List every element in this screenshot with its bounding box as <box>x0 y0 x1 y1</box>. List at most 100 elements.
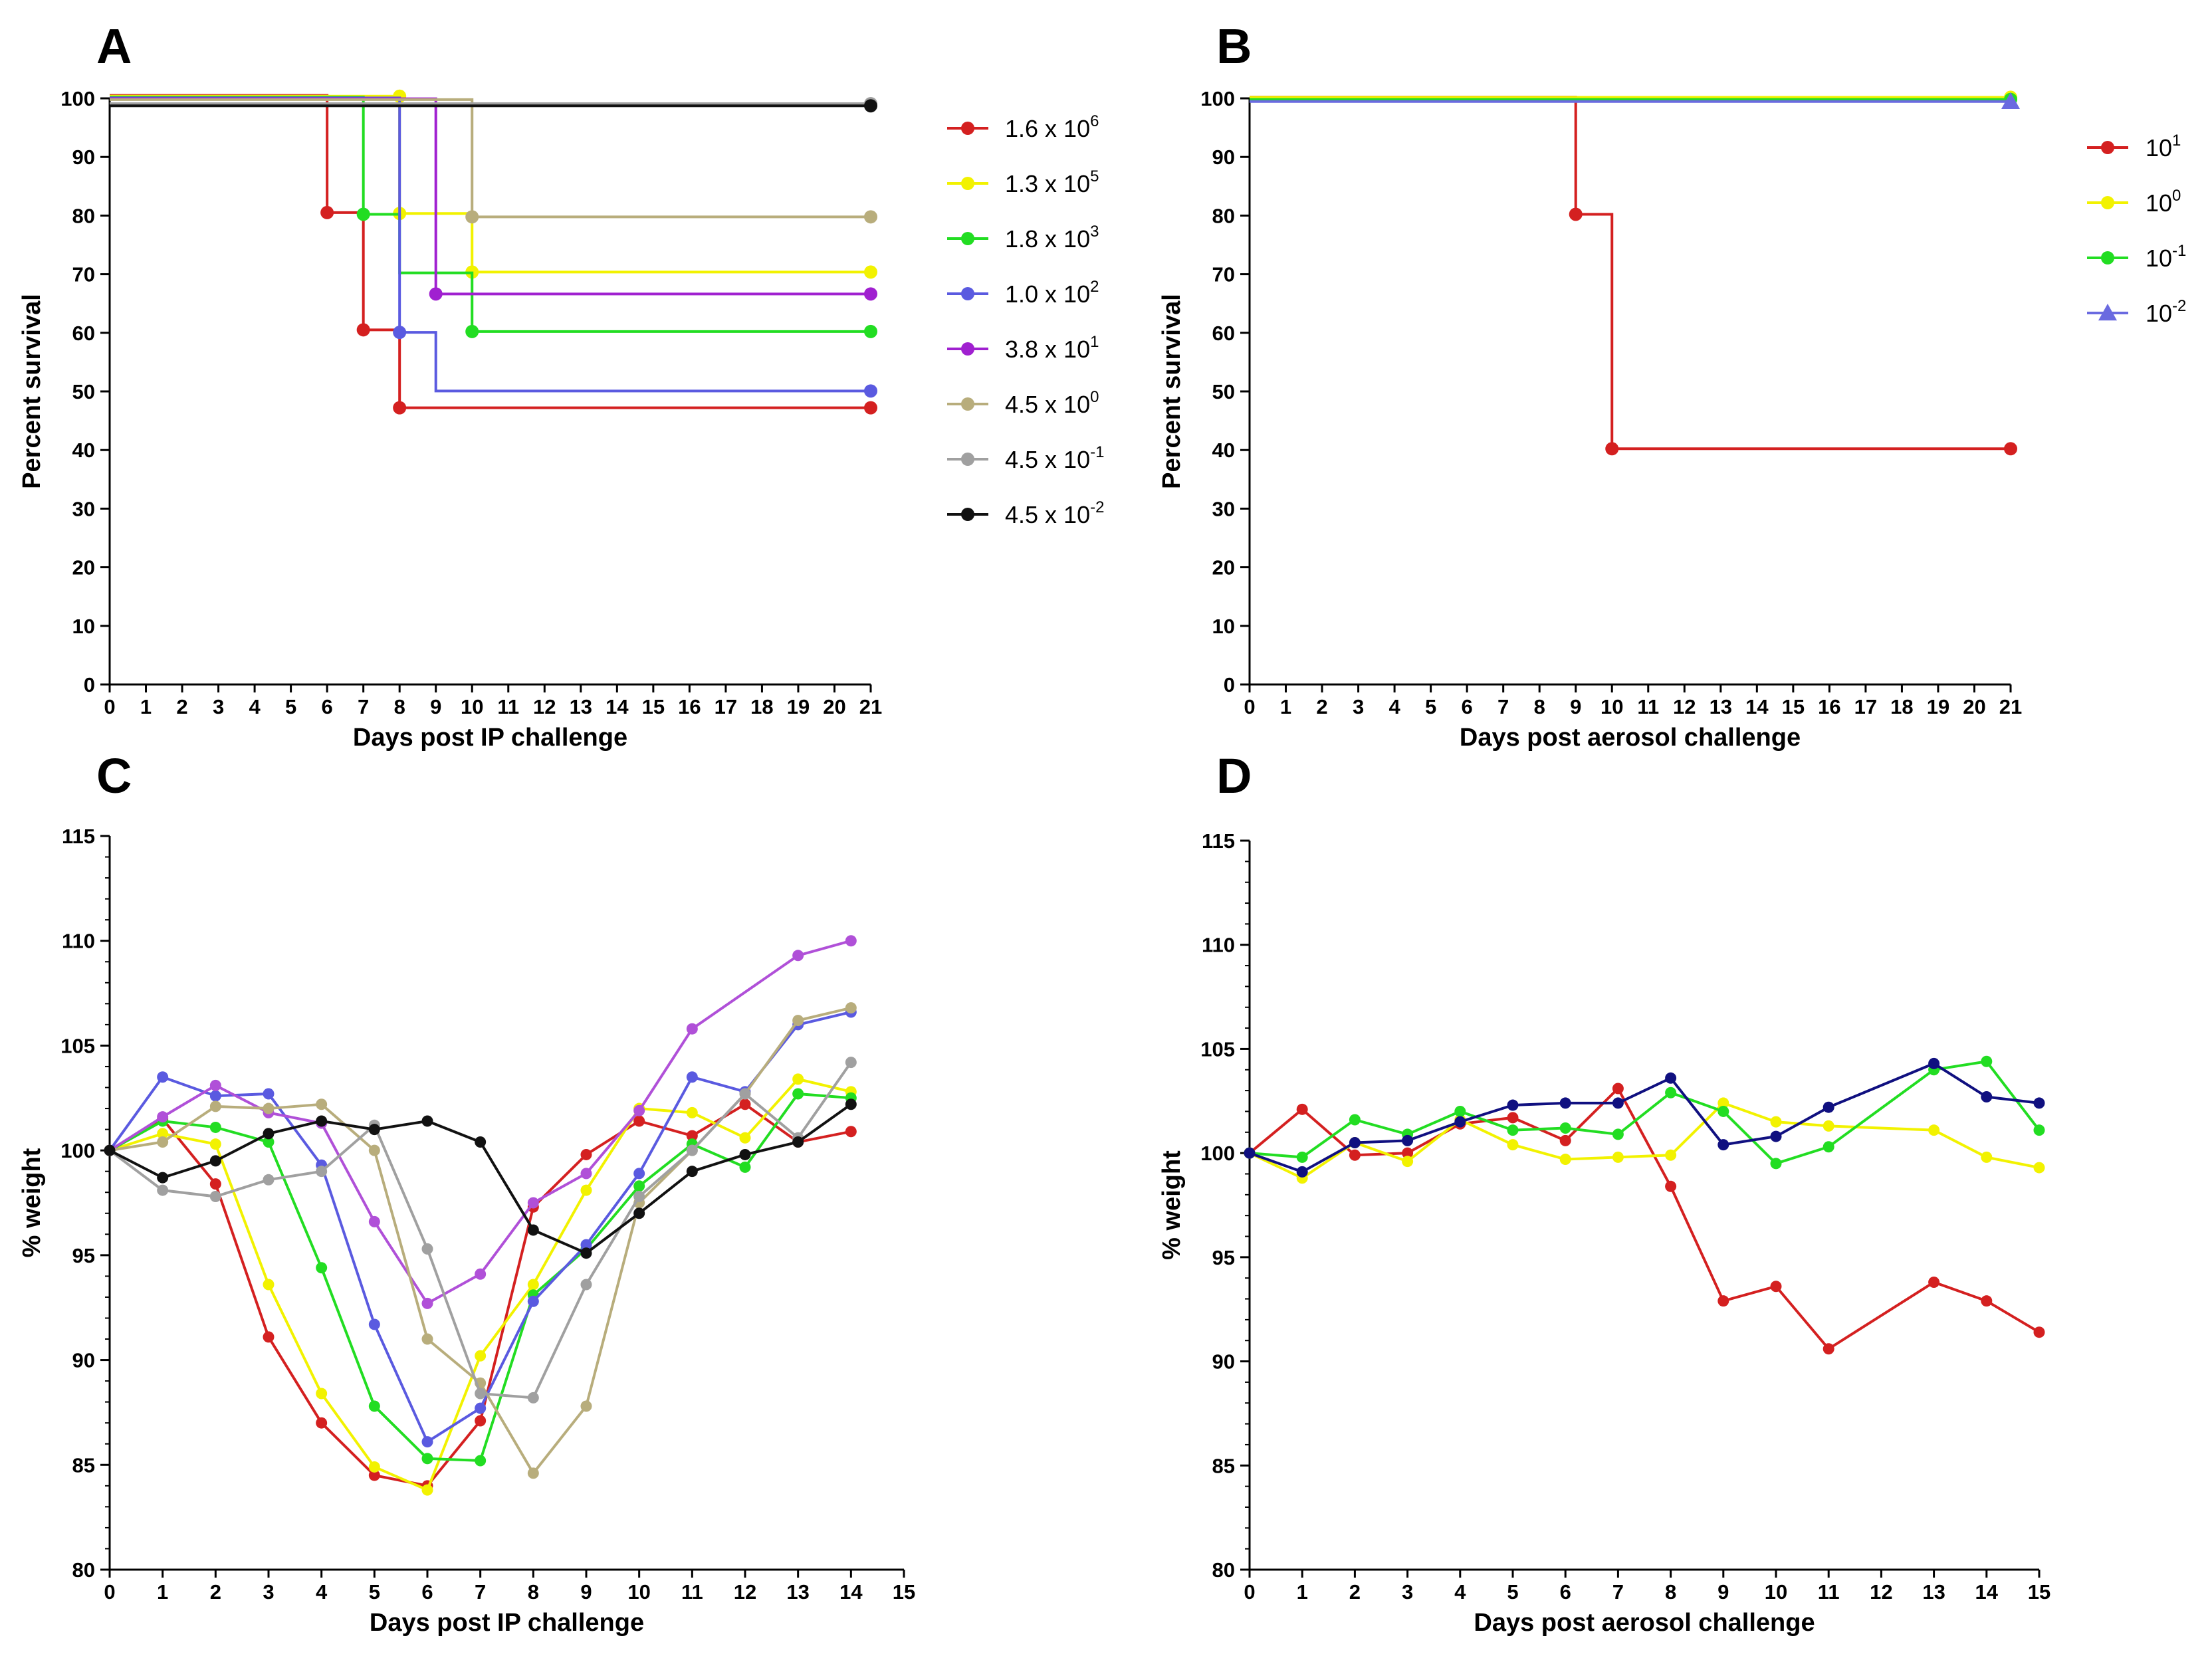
panel-b-legend-swatch-marker <box>2098 304 2117 321</box>
panel-d-y-tick-label: 85 <box>1212 1454 1235 1477</box>
panel-b-legend-label: 10-1 <box>2146 242 2186 272</box>
panel-a-data-point <box>465 324 479 338</box>
panel-a-data-point <box>864 210 877 224</box>
panel-b-chart: 0 1 2 3 4 5 6 7 8 9 10 11 12 13 14 15 16 17 18 19 20 21010203… <box>1158 87 2022 752</box>
panel-c-data-point <box>157 1172 169 1184</box>
panel-a-data-point <box>864 324 877 338</box>
panel-b-legend-label: 101 <box>2146 132 2181 161</box>
panel-b-y-axis-title: Percent survival <box>1158 294 1186 489</box>
panel-a-legend-exponent: 2 <box>1090 278 1099 296</box>
panel-c-data-point <box>209 1178 221 1190</box>
panel-d-series-3 <box>1244 1057 2045 1178</box>
panel-d-data-point <box>1665 1087 1677 1098</box>
panel-d-y-tick-label: 115 <box>1202 829 1235 853</box>
panel-a-legend-base: 1.8 x 10 <box>1005 225 1090 253</box>
panel-a-legend: 1.6 x 106 1.3 x 105 1.8 x 103 1.0 x 102 3.8 … <box>947 112 1104 528</box>
panel-c-y-axis-title: % weight <box>18 1148 46 1257</box>
panel-c-data-point <box>686 1144 698 1156</box>
panel-a-x-tick-label: 11 <box>497 695 519 718</box>
panel-c-data-point <box>580 1184 592 1196</box>
panel-a-data-point <box>864 384 877 398</box>
panel-a-x-tick-label: 14 <box>606 695 629 718</box>
panel-c-data-point <box>157 1128 169 1140</box>
panel-c-data-point <box>792 1136 804 1148</box>
panel-c-x-tick-label: 12 <box>734 1580 756 1604</box>
panel-b-legend-swatch-marker <box>2101 251 2114 264</box>
panel-a-y-tick-label: 50 <box>72 380 95 403</box>
panel-d-data-point <box>1717 1139 1729 1151</box>
panel-a-axes: 0 1 2 3 4 5 6 7 8 9 10 11 12 13 14 15 16 17 18 19 20 21010203… <box>18 87 882 752</box>
panel-a-legend-base: 4.5 x 10 <box>1005 446 1090 473</box>
panel-c-data-point <box>475 1455 487 1467</box>
panel-c-data-point <box>421 1297 433 1309</box>
panel-b-legend-swatch-marker <box>2101 196 2114 209</box>
panel-d-x-tick-label: 1 <box>1297 1580 1308 1604</box>
panel-c-data-point <box>580 1279 592 1291</box>
panel-a-x-tick-label: 0 <box>104 695 115 718</box>
panel-a-y-tick-label: 90 <box>72 146 95 169</box>
panel-b-legend-base: 10 <box>2146 134 2172 161</box>
panel-c-y-tick-label: 80 <box>72 1558 95 1582</box>
panel-d-data-point <box>1402 1156 1414 1168</box>
panel-c-data-point <box>527 1467 539 1479</box>
panel-b-series-3 <box>1250 92 2020 109</box>
panel-b-y-tick-label: 60 <box>1212 322 1235 345</box>
panel-d-x-tick-label: 12 <box>1870 1580 1892 1604</box>
panel-c-data-point <box>263 1102 275 1114</box>
panel-c-data-point <box>792 1073 804 1085</box>
panel-b-x-tick-label: 0 <box>1244 695 1255 718</box>
panel-b-y-tick-label: 10 <box>1212 615 1235 638</box>
panel-c-data-point <box>580 1168 592 1180</box>
panel-b-legend-item: 100 <box>2087 187 2181 217</box>
panel-a-legend-base: 1.6 x 10 <box>1005 115 1090 142</box>
panel-label-a: A <box>96 19 132 74</box>
panel-d-data-point <box>2033 1162 2045 1174</box>
panel-d-x-tick-label: 10 <box>1765 1580 1787 1604</box>
panel-a-x-tick-label: 15 <box>642 695 665 718</box>
panel-d-data-point <box>1296 1151 1308 1163</box>
panel-b-x-tick-label: 18 <box>1890 695 1913 718</box>
panel-b-y-tick-label: 70 <box>1212 263 1235 286</box>
panel-c-data-point <box>421 1453 433 1465</box>
panel-c-data-point <box>157 1071 169 1083</box>
panel-c-data-point <box>263 1136 275 1148</box>
panel-d-data-point <box>1928 1124 1940 1136</box>
panel-d-data-point <box>1559 1097 1571 1109</box>
panel-c-data-point <box>792 950 804 962</box>
panel-b-x-tick-label: 12 <box>1673 695 1696 718</box>
panel-a-legend-item: 1.6 x 106 <box>947 112 1099 142</box>
panel-c-data-point <box>527 1279 539 1291</box>
panel-c-data-point <box>368 1124 380 1136</box>
panel-a-legend-base: 4.5 x 10 <box>1005 391 1090 418</box>
panel-a-series-line <box>110 98 871 219</box>
panel-a-x-tick-label: 1 <box>140 695 152 718</box>
panel-c-data-point <box>316 1262 328 1274</box>
panel-c-data-point <box>739 1148 751 1160</box>
panel-c-data-point <box>739 1098 751 1110</box>
panel-d-data-point <box>1665 1180 1677 1192</box>
panel-c-data-point <box>421 1436 433 1448</box>
panel-d-data-point <box>1823 1101 1834 1113</box>
panel-a-legend-swatch-marker <box>961 287 974 300</box>
panel-d-y-tick-label: 100 <box>1200 1142 1235 1165</box>
panel-b-y-tick-label: 20 <box>1212 556 1235 579</box>
panel-a-legend-item: 4.5 x 10-2 <box>947 498 1104 528</box>
panel-d-y-tick-label: 110 <box>1202 934 1235 957</box>
panel-c-y-tick-label: 90 <box>72 1349 95 1372</box>
panel-c-data-point <box>209 1138 221 1150</box>
panel-c-data-point <box>209 1079 221 1091</box>
panel-b-x-tick-label: 20 <box>1963 695 1985 718</box>
panel-c-data-point <box>845 935 857 947</box>
panel-d-data-point <box>1770 1116 1782 1128</box>
panel-a-series-0 <box>110 94 877 415</box>
panel-c-data-point <box>686 1130 698 1142</box>
panel-b-legend-item: 10-2 <box>2087 297 2186 327</box>
panel-a-legend-label: 1.0 x 102 <box>1005 278 1099 308</box>
panel-d-data-point <box>1717 1295 1729 1307</box>
panel-c-x-tick-label: 14 <box>839 1580 863 1604</box>
panel-c-series-7 <box>104 1098 857 1259</box>
panel-c-data-point <box>633 1180 645 1192</box>
panel-d-data-point <box>1349 1114 1361 1126</box>
panel-c-data-point <box>845 1098 857 1110</box>
panel-c-data-point <box>209 1191 221 1203</box>
